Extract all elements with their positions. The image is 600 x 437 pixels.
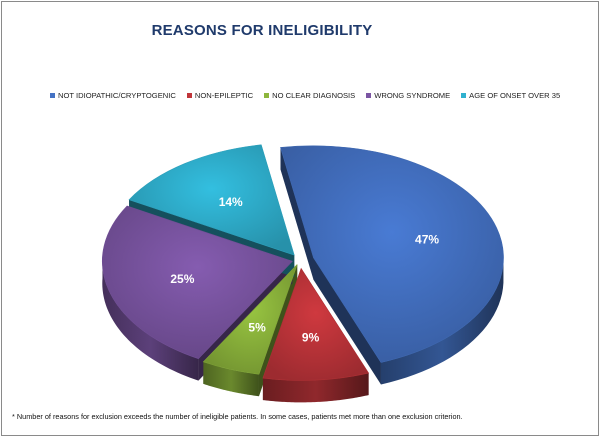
pie-data-labels: 47% 9% 5% 25% 14% <box>170 195 439 345</box>
pie-data-label: 47% <box>415 232 439 246</box>
legend-label: NOT IDIOPATHIC/CRYPTOGENIC <box>58 90 176 100</box>
legend-swatch <box>461 92 467 98</box>
legend-item: NON-EPILEPTIC <box>186 90 254 100</box>
pie-slice <box>128 144 295 256</box>
pie-slice <box>280 145 504 363</box>
legend-swatch <box>186 92 192 98</box>
pie-data-label: 25% <box>170 272 194 286</box>
pie-slice <box>262 267 370 381</box>
pie-slice-side <box>380 255 504 385</box>
legend-swatch <box>366 92 372 98</box>
legend-swatch <box>50 92 55 98</box>
legend-label: NO CLEAR DIAGNOSIS <box>272 90 356 100</box>
legend-item: NO CLEAR DIAGNOSIS <box>264 91 355 100</box>
legend-label: NON-EPILEPTIC <box>194 90 254 100</box>
pie-slices <box>102 144 504 381</box>
pie-slice-side <box>203 361 259 397</box>
chart-footnote: * Number of reasons for exclusion exceed… <box>12 412 463 421</box>
legend-swatch <box>264 92 270 98</box>
legend-item: WRONG SYNDROME <box>366 91 450 100</box>
chart-title: REASONS FOR INELIGIBILITY <box>151 22 373 39</box>
pie-slice-cut-wall <box>280 147 314 280</box>
pie-slice-side <box>102 256 199 381</box>
pie-data-label: 14% <box>219 195 243 209</box>
legend-item: AGE OF ONSET OVER 35 <box>461 91 560 100</box>
legend-label: WRONG SYNDROME <box>374 90 451 100</box>
pie-data-label: 9% <box>302 331 320 345</box>
chart-legend: NOT IDIOPATHIC/CRYPTOGENIC NON-EPILEPTIC N… <box>50 88 590 102</box>
legend-item: NOT IDIOPATHIC/CRYPTOGENIC <box>50 91 176 100</box>
pie-slice <box>202 264 298 375</box>
pie-slice-cut-wall <box>313 257 381 385</box>
legend-label: AGE OF ONSET OVER 35 <box>469 90 561 100</box>
pie-slice <box>102 205 293 360</box>
pie-data-label: 5% <box>248 320 266 334</box>
